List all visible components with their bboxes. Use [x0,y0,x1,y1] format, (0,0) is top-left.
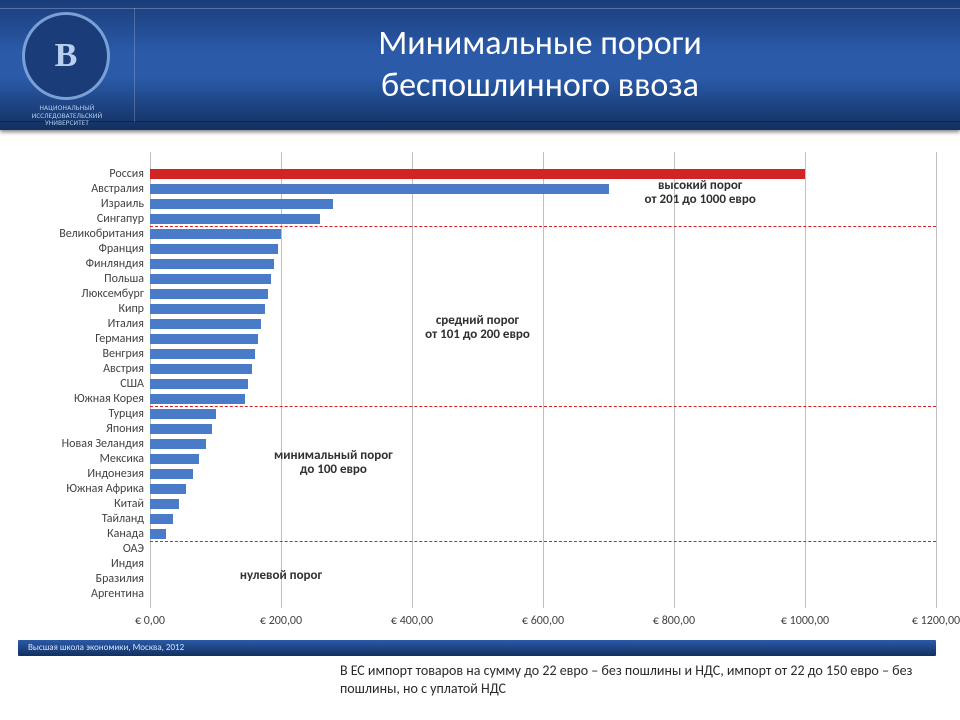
org-subtitle: НАЦИОНАЛЬНЫЙ ИССЛЕДОВАТЕЛЬСКИЙ УНИВЕРСИТ… [10,104,124,127]
bar-highlight [150,169,805,179]
y-tick-label: Кипр [18,302,144,316]
bar [150,454,199,464]
source-bar: Высшая школа экономики, Москва, 2012 [18,640,936,656]
bar [150,199,333,209]
bar [150,514,173,524]
y-tick-label: Австрия [18,362,144,376]
y-tick-label: США [18,377,144,391]
x-tick-label: € 400,00 [391,614,433,628]
bar [150,259,274,269]
y-tick-label: Мексика [18,452,144,466]
y-tick-label: Аргентина [18,587,144,601]
y-tick-label: Италия [18,317,144,331]
slide-title-text: Минимальные порогибеспошлинного ввоза [378,23,702,108]
y-tick-label: Франция [18,242,144,256]
bar [150,229,281,239]
bar [150,334,258,344]
gridline [805,152,806,608]
bar [150,184,609,194]
bar [150,529,166,539]
y-tick-label: Люксембург [18,287,144,301]
y-tick-label: Германия [18,332,144,346]
x-tick-label: € 800,00 [653,614,695,628]
bar [150,274,271,284]
x-tick-label: € 1000,00 [781,614,829,628]
hse-logo-icon [22,12,110,100]
y-tick-label: Бразилия [18,572,144,586]
gridline [412,152,413,608]
y-tick-label: Сингапур [18,212,144,226]
bar [150,379,248,389]
y-tick-label: Венгрия [18,347,144,361]
gridline [936,152,937,608]
y-tick-label: Россия [18,167,144,181]
bar [150,319,261,329]
source-text: Высшая школа экономики, Москва, 2012 [28,642,184,653]
y-tick-label: Израиль [18,197,144,211]
bar [150,394,245,404]
bar [150,409,216,419]
y-tick-label: Финляндия [18,257,144,271]
bar [150,439,206,449]
gridline [674,152,675,608]
footnote: В ЕС импорт товаров на сумму до 22 евро … [340,662,940,698]
x-tick-label: € 600,00 [522,614,564,628]
bar [150,364,252,374]
y-tick-label: Новая Зеландия [18,437,144,451]
y-tick-label: ОАЭ [18,542,144,556]
header-divider [134,8,135,122]
y-tick-label: Тайланд [18,512,144,526]
bar [150,424,212,434]
chart: высокий порогот 201 до 1000 евро средний … [18,148,936,636]
x-tick-label: € 200,00 [260,614,302,628]
y-tick-label: Канада [18,527,144,541]
separator-line [150,406,936,407]
slide: НАЦИОНАЛЬНЫЙ ИССЛЕДОВАТЕЛЬСКИЙ УНИВЕРСИТ… [0,0,960,720]
y-tick-label: Польша [18,272,144,286]
bar [150,349,255,359]
separator-line [150,226,936,227]
plot-area: высокий порогот 201 до 1000 евро средний … [150,152,936,608]
bar [150,244,278,254]
y-tick-label: Индонезия [18,467,144,481]
y-tick-label: Китай [18,497,144,511]
x-tick-label: € 1200,00 [912,614,960,628]
y-tick-label: Южная Корея [18,392,144,406]
y-tick-label: Южная Африка [18,482,144,496]
bar [150,484,186,494]
annotation: средний порогот 101 до 200 евро [388,314,568,344]
annotation: высокий порогот 201 до 1000 евро [610,179,790,209]
x-tick-label: € 0,00 [135,614,165,628]
bar [150,499,179,509]
y-tick-label: Индия [18,557,144,571]
bar [150,469,193,479]
annotation: минимальный порогдо 100 евро [243,449,423,479]
y-tick-label: Великобритания [18,227,144,241]
y-tick-label: Австралия [18,182,144,196]
slide-title: Минимальные порогибеспошлинного ввоза [140,10,940,120]
y-tick-label: Япония [18,422,144,436]
y-tick-label: Турция [18,407,144,421]
separator-line [150,541,936,542]
bar [150,304,265,314]
annotation: нулевой порог [191,569,371,584]
header: НАЦИОНАЛЬНЫЙ ИССЛЕДОВАТЕЛЬСКИЙ УНИВЕРСИТ… [0,0,960,130]
bar [150,289,268,299]
bar [150,214,320,224]
gridline [543,152,544,608]
